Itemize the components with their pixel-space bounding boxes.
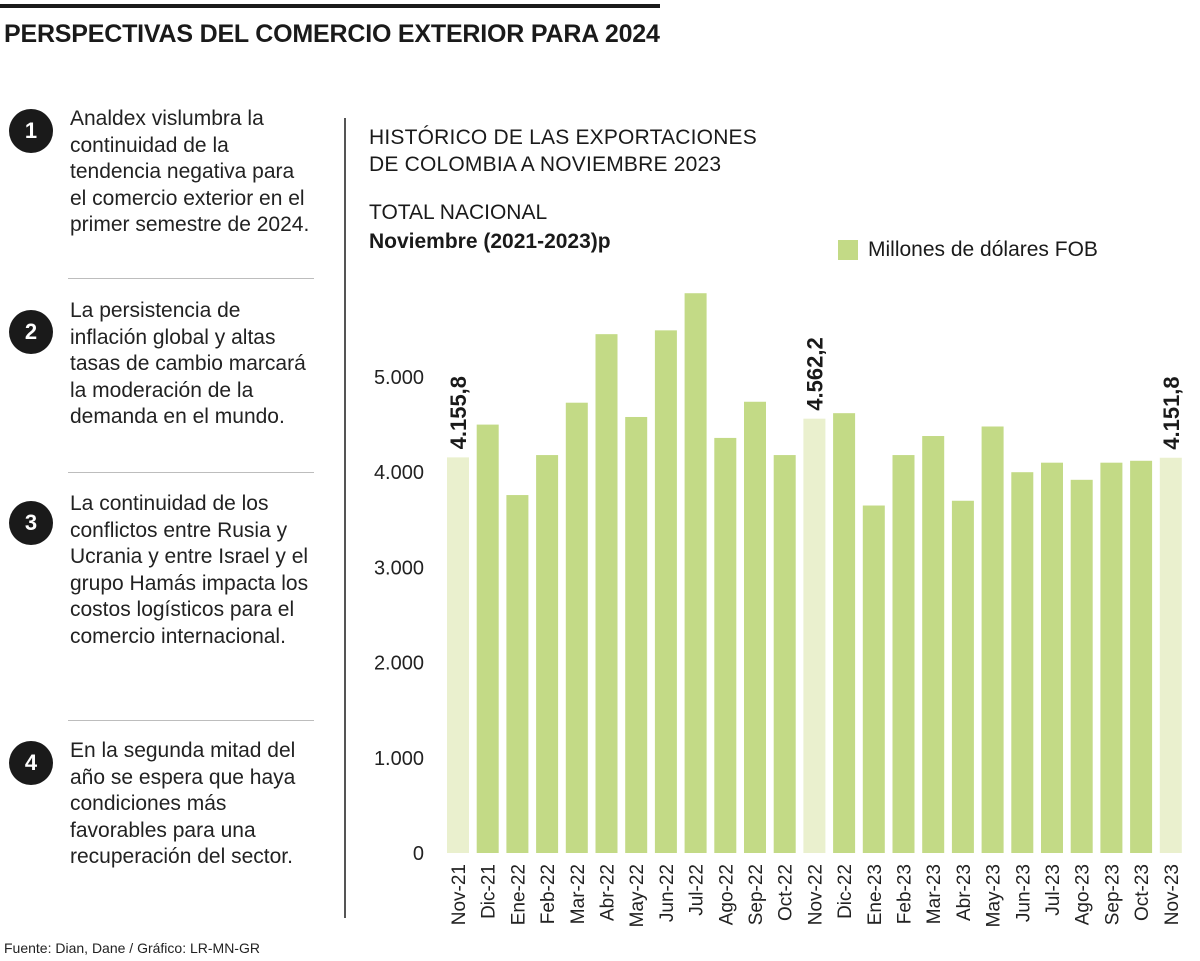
bar-sep-23 [1100, 462, 1123, 853]
chart-period: Noviembre (2021-2023)p [369, 230, 611, 253]
x-tick-label: Abr-22 [598, 864, 619, 921]
x-tick-label: Ago-23 [1073, 864, 1094, 925]
point-number-badge: 2 [9, 310, 53, 354]
x-tick-label: Abr-23 [954, 864, 975, 921]
bar-jun-23 [1011, 472, 1034, 853]
point-divider [68, 720, 314, 721]
x-tick-label: Ago-22 [716, 864, 737, 925]
bar-may-23 [981, 426, 1004, 853]
legend-swatch [838, 240, 858, 260]
bar-jun-22 [654, 330, 677, 853]
point-number-badge: 1 [9, 109, 53, 153]
bar-abr-23 [951, 500, 974, 853]
bar-sep-22 [744, 401, 766, 853]
x-tick-label: Jul-23 [1043, 864, 1064, 916]
bar-jul-22 [684, 293, 707, 853]
x-tick-label: Jun-22 [657, 864, 678, 922]
bar-ene-23 [862, 505, 885, 853]
bar-nov-22 [803, 418, 826, 853]
column-divider [344, 118, 346, 918]
point-divider [68, 278, 314, 279]
chart-legend: Millones de dólares FOB [838, 238, 1098, 262]
y-tick-label: 3.000 [374, 557, 424, 579]
x-tick-label: Dic-22 [835, 864, 856, 919]
point-text: En la segunda mitad del año se espera qu… [70, 739, 296, 868]
chart-title: HISTÓRICO DE LAS EXPORTACIONES DE COLOMB… [369, 126, 757, 176]
x-tick-label: Sep-23 [1102, 864, 1123, 925]
x-tick-label: Dic-21 [479, 864, 500, 919]
x-tick-label: Ene-22 [508, 864, 529, 925]
source-note: Fuente: Dian, Dane / Gráfico: LR-MN-GR [4, 940, 260, 956]
bar-feb-23 [892, 455, 915, 853]
bar-dic-22 [833, 413, 856, 853]
chart-subtitle: TOTAL NACIONAL [369, 201, 548, 224]
page-title: PERSPECTIVAS DEL COMERCIO EXTERIOR PARA … [4, 20, 660, 48]
data-label-nov-23: 4.151,8 [1159, 376, 1184, 449]
bar-nov-21 [447, 457, 469, 853]
x-tick-label: Oct-22 [776, 864, 797, 921]
x-tick-label: Nov-22 [805, 864, 826, 925]
x-tick-label: May-22 [627, 864, 648, 927]
bar-feb-22 [536, 455, 559, 853]
point-divider [68, 472, 314, 473]
y-tick-label: 5.000 [374, 367, 424, 389]
x-tick-label: Feb-22 [538, 864, 559, 924]
y-tick-label: 0 [413, 843, 424, 865]
bar-nov-23 [1159, 457, 1182, 853]
point-number-badge: 4 [9, 741, 53, 785]
bar-jul-23 [1041, 462, 1063, 853]
y-tick-label: 2.000 [374, 653, 424, 675]
x-tick-label: Mar-23 [924, 864, 945, 924]
x-tick-label: Nov-23 [1162, 864, 1183, 925]
bar-mar-22 [565, 402, 588, 853]
x-tick-label: Ene-23 [865, 864, 886, 925]
bar-dic-21 [476, 424, 499, 853]
bar-oct-22 [773, 455, 796, 853]
legend-label: Millones de dólares FOB [868, 238, 1098, 261]
bar-ago-23 [1070, 479, 1093, 853]
x-tick-label: Jul-22 [687, 864, 708, 916]
bar-ene-22 [506, 495, 529, 853]
x-tick-label: Mar-22 [568, 864, 589, 924]
data-label-nov-22: 4.562,2 [802, 337, 827, 410]
x-tick-label: Sep-22 [746, 864, 767, 925]
x-tick-label: Feb-23 [895, 864, 916, 924]
point-text: Analdex vislumbra la continuidad de la t… [70, 107, 310, 236]
y-tick-label: 4.000 [374, 462, 424, 484]
y-tick-label: 1.000 [374, 748, 424, 770]
x-tick-label: Jun-23 [1013, 864, 1034, 922]
x-tick-label: May-23 [984, 864, 1005, 927]
x-tick-label: Oct-23 [1132, 864, 1153, 921]
data-label-nov-21: 4.155,8 [446, 376, 471, 449]
bar-may-22 [625, 416, 648, 853]
point-number-badge: 3 [9, 501, 53, 545]
point-text: La persistencia de inflación global y al… [70, 299, 306, 428]
top-rule [0, 4, 660, 8]
bar-oct-23 [1130, 460, 1153, 853]
point-text: La continuidad de los conflictos entre R… [70, 492, 309, 648]
bar-ago-22 [714, 437, 737, 853]
x-tick-label: Nov-21 [449, 864, 470, 925]
bar-mar-23 [922, 436, 945, 853]
bar-abr-22 [595, 334, 618, 853]
